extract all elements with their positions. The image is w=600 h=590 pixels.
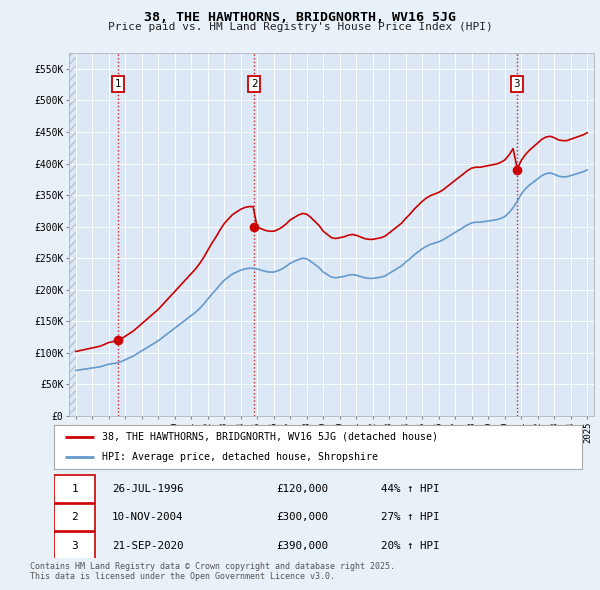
Text: £390,000: £390,000 [276, 540, 328, 550]
Text: HPI: Average price, detached house, Shropshire: HPI: Average price, detached house, Shro… [101, 452, 377, 462]
Text: 3: 3 [71, 540, 78, 550]
Text: £120,000: £120,000 [276, 484, 328, 494]
Text: £300,000: £300,000 [276, 512, 328, 522]
Text: Contains HM Land Registry data © Crown copyright and database right 2025.: Contains HM Land Registry data © Crown c… [30, 562, 395, 571]
FancyBboxPatch shape [54, 504, 95, 531]
Text: 1: 1 [115, 79, 122, 89]
Text: 2: 2 [71, 512, 78, 522]
Text: 10-NOV-2004: 10-NOV-2004 [112, 512, 184, 522]
Text: 21-SEP-2020: 21-SEP-2020 [112, 540, 184, 550]
Text: 26-JUL-1996: 26-JUL-1996 [112, 484, 184, 494]
Text: 20% ↑ HPI: 20% ↑ HPI [382, 540, 440, 550]
Text: 38, THE HAWTHORNS, BRIDGNORTH, WV16 5JG (detached house): 38, THE HAWTHORNS, BRIDGNORTH, WV16 5JG … [101, 432, 437, 442]
Text: 44% ↑ HPI: 44% ↑ HPI [382, 484, 440, 494]
FancyBboxPatch shape [54, 532, 95, 559]
Text: Price paid vs. HM Land Registry's House Price Index (HPI): Price paid vs. HM Land Registry's House … [107, 22, 493, 32]
Text: This data is licensed under the Open Government Licence v3.0.: This data is licensed under the Open Gov… [30, 572, 335, 581]
Text: 27% ↑ HPI: 27% ↑ HPI [382, 512, 440, 522]
Text: 38, THE HAWTHORNS, BRIDGNORTH, WV16 5JG: 38, THE HAWTHORNS, BRIDGNORTH, WV16 5JG [144, 11, 456, 24]
Bar [69, 53, 76, 416]
Text: 1: 1 [71, 484, 78, 494]
FancyBboxPatch shape [54, 476, 95, 503]
Text: 3: 3 [514, 79, 520, 89]
Text: 2: 2 [251, 79, 258, 89]
